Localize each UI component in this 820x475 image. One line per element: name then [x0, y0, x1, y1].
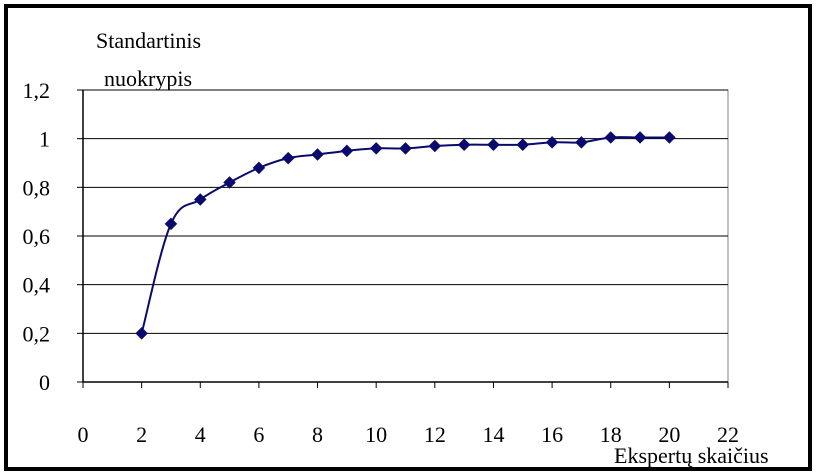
series-line	[140, 136, 670, 334]
x-tick-label-7: 14	[482, 422, 504, 447]
x-tick-label-5: 10	[365, 422, 387, 447]
y-tick-label-4: 0,8	[23, 175, 51, 200]
x-tick-label-2: 4	[195, 422, 206, 447]
x-tick-label-3: 6	[253, 422, 264, 447]
y-tick-label-3: 0,6	[23, 224, 51, 249]
y-axis-label-line2: nuokrypis	[104, 66, 192, 91]
data-point-13	[457, 138, 471, 152]
data-point-10	[369, 142, 383, 155]
data-point-19	[633, 131, 647, 144]
data-point-2	[135, 326, 148, 340]
y-tick-label-2: 0,4	[23, 273, 51, 298]
x-axis-label: Ekspertų skaičius	[614, 443, 769, 468]
data-point-11	[399, 142, 412, 155]
data-point-4	[193, 193, 207, 206]
x-tick-label-10: 20	[658, 422, 680, 447]
x-tick-labels: 0 2 4 6 8 10 12 14 16 18 20 22	[78, 422, 740, 447]
axes	[77, 89, 729, 388]
y-tick-label-6: 1,2	[23, 78, 51, 103]
data-point-6	[252, 161, 266, 175]
x-tick-label-4: 8	[312, 422, 323, 447]
data-point-14	[487, 138, 500, 152]
y-tick-label-5: 1	[39, 127, 50, 152]
data-point-17	[575, 135, 588, 149]
data-point-18	[604, 131, 618, 144]
data-point-5	[223, 176, 236, 189]
chart-frame	[4, 4, 812, 471]
y-axis-label-line1: Standartinis	[96, 28, 201, 53]
data-point-7	[281, 151, 295, 165]
data-point-12	[428, 139, 442, 153]
x-tick-label-0: 0	[78, 422, 89, 447]
series-markers	[135, 131, 676, 340]
x-tick-label-11: 22	[717, 422, 739, 447]
data-point-20	[663, 131, 676, 144]
x-tick-label-6: 12	[424, 422, 446, 447]
data-point-8	[311, 148, 324, 161]
y-tick-label-0: 0	[39, 370, 50, 395]
data-point-3	[164, 217, 178, 231]
data-point-16	[545, 135, 559, 149]
x-tick-label-9: 18	[600, 422, 622, 447]
x-tick-label-8: 16	[541, 422, 563, 447]
y-tick-labels: 0 0,2 0,4 0,6 0,8 1 1,2	[23, 78, 51, 395]
x-tick-label-1: 2	[136, 422, 147, 447]
gridlines	[83, 89, 728, 334]
data-point-9	[340, 144, 354, 158]
y-tick-label-1: 0,2	[23, 321, 51, 346]
data-point-15	[516, 138, 530, 152]
